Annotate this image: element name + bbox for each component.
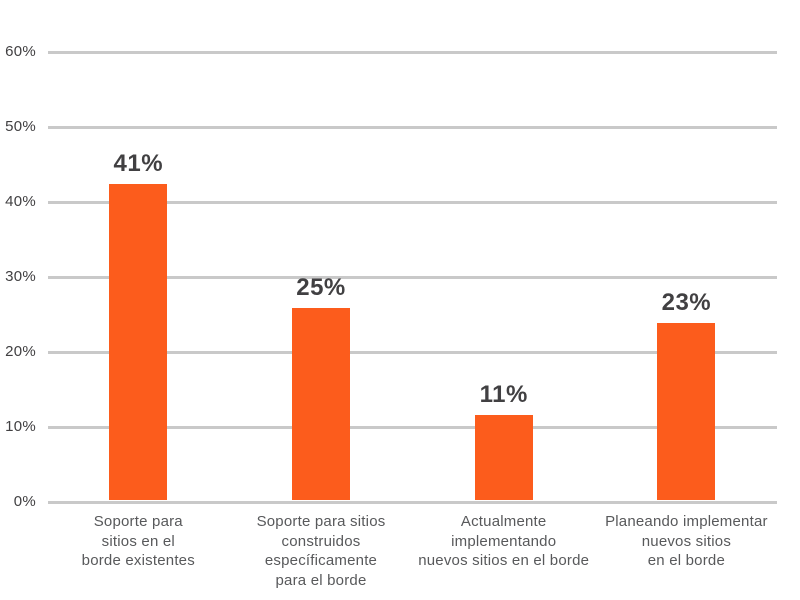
category-label-line: Actualmente (460, 513, 547, 530)
gridline-50% (48, 125, 777, 129)
bar-group-2: 25% (246, 273, 396, 500)
category-label-line: construidos (281, 532, 361, 550)
bar-value-label: 25% (296, 273, 346, 301)
bar-value-label: 11% (479, 381, 528, 409)
gridline-0% (48, 500, 777, 504)
bar (292, 307, 350, 500)
y-tick-label-50%: 50% (5, 118, 36, 135)
category-label-line: nuevos sitios (641, 532, 732, 550)
category-label-line: específicamente (264, 552, 378, 569)
bar-group-4: 23% (611, 289, 761, 500)
gridline-30% (48, 275, 777, 279)
bar-group-3: 11% (429, 381, 579, 500)
y-tick-label-30%: 30% (5, 268, 36, 285)
category-label-line: Planeando implementar (605, 513, 768, 530)
category-label-line: implementando (451, 532, 557, 550)
bar (657, 322, 716, 500)
category-label-line: en el borde (647, 552, 726, 569)
y-tick-label-0%: 0% (13, 493, 36, 510)
gridline-20% (48, 350, 777, 354)
category-label-line: sitios en el (101, 532, 175, 550)
bar (474, 415, 533, 500)
category-label-4: Planeando implementar nuevos sitios en el … (581, 512, 791, 571)
category-label-line: para el borde (275, 571, 367, 589)
gridline-40% (48, 200, 777, 204)
y-tick-label-20%: 20% (5, 343, 36, 360)
y-tick-label-10%: 10% (5, 418, 36, 435)
category-label-line: Soporte para sitios (256, 513, 386, 530)
gridline-60% (48, 50, 777, 54)
category-label-2: Soporte para sitios construidos específica… (216, 512, 426, 590)
category-label-3: Actualmente implementando nuevos sitios en… (399, 512, 609, 571)
y-tick-label-60%: 60% (5, 43, 36, 60)
y-tick-label-40%: 40% (5, 193, 36, 210)
category-label-line: Soporte para (93, 513, 183, 530)
category-label-line: nuevos sitios en el borde (418, 552, 590, 569)
bar-group-1: 41% (63, 150, 213, 500)
bar-value-label: 23% (661, 288, 712, 316)
gridline-10% (48, 425, 777, 429)
bar-value-label: 41% (113, 150, 164, 178)
category-label-line: borde existentes (81, 552, 195, 569)
category-label-1: Soporte para sitios en el borde existentes (33, 512, 243, 571)
bar (109, 184, 168, 500)
